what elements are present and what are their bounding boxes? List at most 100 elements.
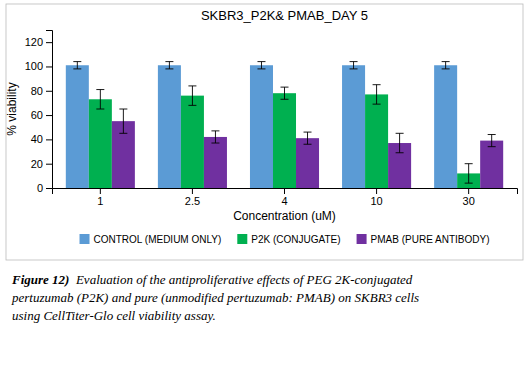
caption-text: Evaluation of the antiproliferative effe… bbox=[69, 272, 412, 287]
error-bar bbox=[73, 62, 81, 69]
error-bar-line bbox=[465, 163, 473, 164]
error-bar bbox=[257, 62, 265, 69]
error-bar-line bbox=[119, 133, 127, 134]
y-tick-label: 60 bbox=[31, 109, 43, 121]
series bbox=[89, 85, 480, 188]
error-bar-line bbox=[491, 135, 492, 147]
error-bar bbox=[465, 164, 473, 183]
error-bar-line bbox=[73, 68, 81, 69]
x-tick: 2.5 bbox=[185, 188, 200, 207]
error-bar-line bbox=[442, 68, 450, 69]
title: SKBR3_P2K& PMAB_DAY 5 bbox=[201, 8, 368, 23]
error-bar-line bbox=[77, 62, 78, 69]
frame bbox=[6, 4, 523, 260]
error-bar bbox=[304, 132, 312, 144]
y-tick-label: 80 bbox=[31, 85, 43, 97]
y-tick: 120 bbox=[25, 36, 52, 48]
x-tick: 30 bbox=[463, 188, 475, 207]
error-bar-line bbox=[100, 90, 101, 109]
y-tick: 60 bbox=[31, 109, 52, 121]
error-bar-line bbox=[488, 146, 496, 147]
error-bar-line bbox=[123, 109, 124, 133]
bar bbox=[273, 93, 296, 188]
error-bar-line bbox=[373, 104, 381, 105]
error-bar-line bbox=[188, 85, 196, 86]
x-tick-mark bbox=[284, 188, 285, 194]
bars bbox=[66, 62, 503, 188]
error-bar bbox=[119, 109, 127, 133]
error-bar bbox=[488, 135, 496, 147]
y-axis-line bbox=[46, 31, 53, 189]
series bbox=[66, 62, 457, 188]
error-bar bbox=[281, 87, 289, 99]
error-bar-line bbox=[215, 131, 216, 143]
error-bar bbox=[211, 131, 219, 143]
x-tick-label: 10 bbox=[370, 195, 382, 207]
error-bar-line bbox=[281, 99, 289, 100]
x-tick-label: 30 bbox=[463, 195, 475, 207]
error-bar-line bbox=[188, 105, 196, 106]
bar bbox=[204, 137, 227, 188]
x-tick-label: 4 bbox=[281, 195, 287, 207]
y-tick-mark bbox=[46, 164, 52, 165]
x-tick-label: 2.5 bbox=[185, 195, 200, 207]
x-tick-mark bbox=[468, 188, 469, 194]
error-bar-line bbox=[281, 87, 289, 88]
y-tick-label: 40 bbox=[31, 133, 43, 145]
y-tick: 0 bbox=[37, 182, 52, 194]
caption-line: Figure 12) Evaluation of the antiprolife… bbox=[11, 272, 413, 287]
bar bbox=[89, 99, 112, 188]
error-bar-line bbox=[488, 134, 496, 135]
y-tick: 20 bbox=[31, 158, 52, 170]
caption-bold: Figure 12) bbox=[11, 272, 69, 287]
error-bar-line bbox=[442, 61, 450, 62]
y-tick-label: 100 bbox=[25, 60, 43, 72]
error-bar-line bbox=[96, 89, 104, 90]
y-tick-mark bbox=[46, 188, 52, 189]
error-bar-line bbox=[399, 133, 400, 152]
legend-item: P2K (CONJUGATE) bbox=[237, 234, 340, 245]
error-bar-line bbox=[192, 86, 193, 105]
bar bbox=[365, 94, 388, 188]
bar bbox=[296, 138, 319, 188]
y-tick-mark bbox=[46, 115, 52, 116]
error-bar-line bbox=[350, 61, 358, 62]
bar bbox=[158, 65, 181, 188]
caption: Figure 12) Evaluation of the antiprolife… bbox=[11, 272, 419, 323]
y-tick-mark bbox=[46, 91, 52, 92]
error-bar bbox=[188, 86, 196, 105]
error-bar-line bbox=[169, 62, 170, 69]
error-bar-line bbox=[350, 68, 358, 69]
series bbox=[112, 109, 503, 188]
x-tick-label: 1 bbox=[97, 195, 103, 207]
caption-line: pertuzumab (P2K) and pure (unmodified pe… bbox=[11, 290, 419, 305]
x-tick: 10 bbox=[370, 188, 382, 207]
legend-label: CONTROL (MEDIUM ONLY) bbox=[94, 234, 222, 245]
error-bar bbox=[96, 90, 104, 109]
y-tick: 80 bbox=[31, 85, 52, 97]
error-bar-line bbox=[373, 84, 381, 85]
error-bar-line bbox=[284, 87, 285, 99]
error-bar-line bbox=[257, 68, 265, 69]
error-bar bbox=[396, 133, 404, 152]
y-tick: 40 bbox=[31, 133, 52, 145]
y-axis: 0 20 40 60 80 100 120 bbox=[25, 31, 53, 195]
y-tick-label: 120 bbox=[25, 36, 43, 48]
error-bar bbox=[442, 62, 450, 69]
error-bar-line bbox=[165, 68, 173, 69]
error-bar-line bbox=[304, 144, 312, 145]
error-bar-line bbox=[257, 61, 265, 62]
bar bbox=[66, 65, 89, 188]
plot: 1 2.5 4 10 30 0 20 40 60 80 100 120 bbox=[25, 31, 518, 207]
error-bar-line bbox=[73, 61, 81, 62]
y-tick: 100 bbox=[25, 60, 52, 72]
chart: 1 2.5 4 10 30 0 20 40 60 80 100 120 SKBR3_P2K& PMAB_… bbox=[0, 0, 529, 366]
x-tick-mark bbox=[192, 188, 193, 194]
x-axis-line bbox=[53, 189, 518, 195]
x-tick: 1 bbox=[97, 188, 103, 207]
legend: CONTROL (MEDIUM ONLY) P2K (CONJUGATE) PMAB… bbox=[80, 234, 490, 245]
x-tick: 4 bbox=[281, 188, 287, 207]
bar bbox=[434, 65, 457, 188]
error-bar bbox=[165, 62, 173, 69]
legend-label: PMAB (PURE ANTIBODY) bbox=[371, 234, 490, 245]
